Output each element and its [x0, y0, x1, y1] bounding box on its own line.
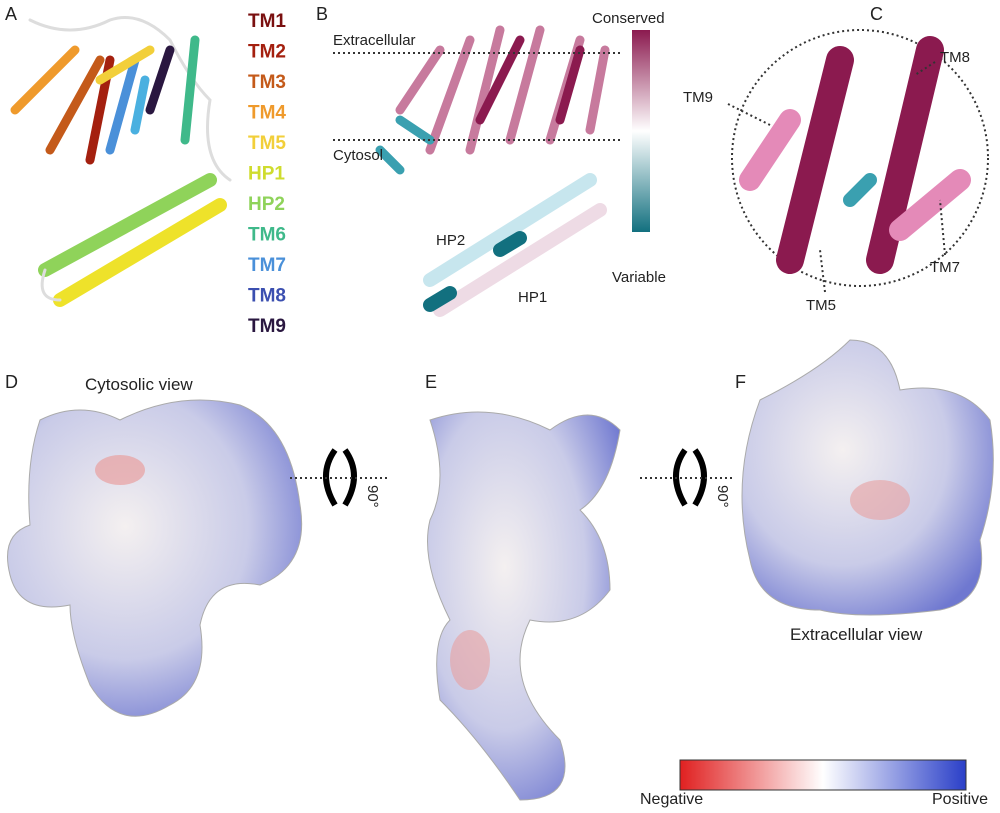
surface-f	[741, 339, 994, 616]
scale-label: Variable	[612, 269, 666, 286]
panel-label: D	[5, 372, 18, 392]
legend-entry: TM1	[248, 11, 286, 32]
electrostatic-scale	[679, 759, 967, 791]
rotation-label: 90°	[714, 485, 731, 508]
region-label: Cytosol	[333, 147, 383, 164]
surface-e	[427, 411, 621, 801]
structure-a	[10, 16, 232, 307]
region-label: Extracellular	[333, 32, 416, 49]
legend-entry: TM4	[248, 103, 286, 124]
helix-label: TM9	[683, 89, 713, 106]
legend-entry: HP2	[248, 194, 285, 215]
panel-label: F	[735, 372, 746, 392]
panel-label: B	[316, 4, 328, 24]
rotation-label: 90°	[364, 485, 381, 508]
zoom-circle	[731, 29, 989, 287]
helix-label: TM8	[940, 49, 970, 66]
leader	[914, 61, 936, 76]
panel-label: C	[870, 4, 883, 24]
leader	[727, 103, 771, 126]
surface-d	[7, 399, 303, 717]
helix-label: HP1	[518, 289, 547, 306]
patch	[95, 455, 145, 485]
scale-label: Negative	[640, 791, 703, 808]
panel-label: A	[5, 4, 17, 24]
conservation-scale	[632, 30, 650, 232]
helix-label: HP2	[436, 232, 465, 249]
panel-label: E	[425, 372, 437, 392]
helix-label: TM7	[930, 259, 960, 276]
view-caption: Cytosolic view	[85, 375, 193, 394]
patch	[450, 630, 490, 690]
view-caption: Extracellular view	[790, 625, 923, 644]
scale-label: Conserved	[592, 10, 665, 27]
legend-entry: HP1	[248, 164, 285, 185]
legend-entry: TM6	[248, 225, 286, 246]
legend-entry: TM3	[248, 72, 286, 93]
legend: TM1 TM2 TM3 TM4 TM5 HP1 HP2 TM6 TM7 TM8 TM9	[248, 11, 286, 337]
rotation-arrow	[323, 448, 707, 507]
legend-entry: TM5	[248, 133, 286, 154]
structure-c	[739, 36, 971, 274]
patch	[850, 480, 910, 520]
legend-entry: TM7	[248, 255, 286, 276]
legend-entry: TM8	[248, 286, 286, 307]
legend-entry: TM9	[248, 316, 286, 337]
structure-b	[375, 25, 610, 317]
scale-label: Positive	[932, 791, 988, 808]
leader	[819, 249, 826, 293]
helix-label: TM5	[806, 297, 836, 314]
leader	[939, 199, 946, 256]
legend-entry: TM2	[248, 42, 286, 63]
